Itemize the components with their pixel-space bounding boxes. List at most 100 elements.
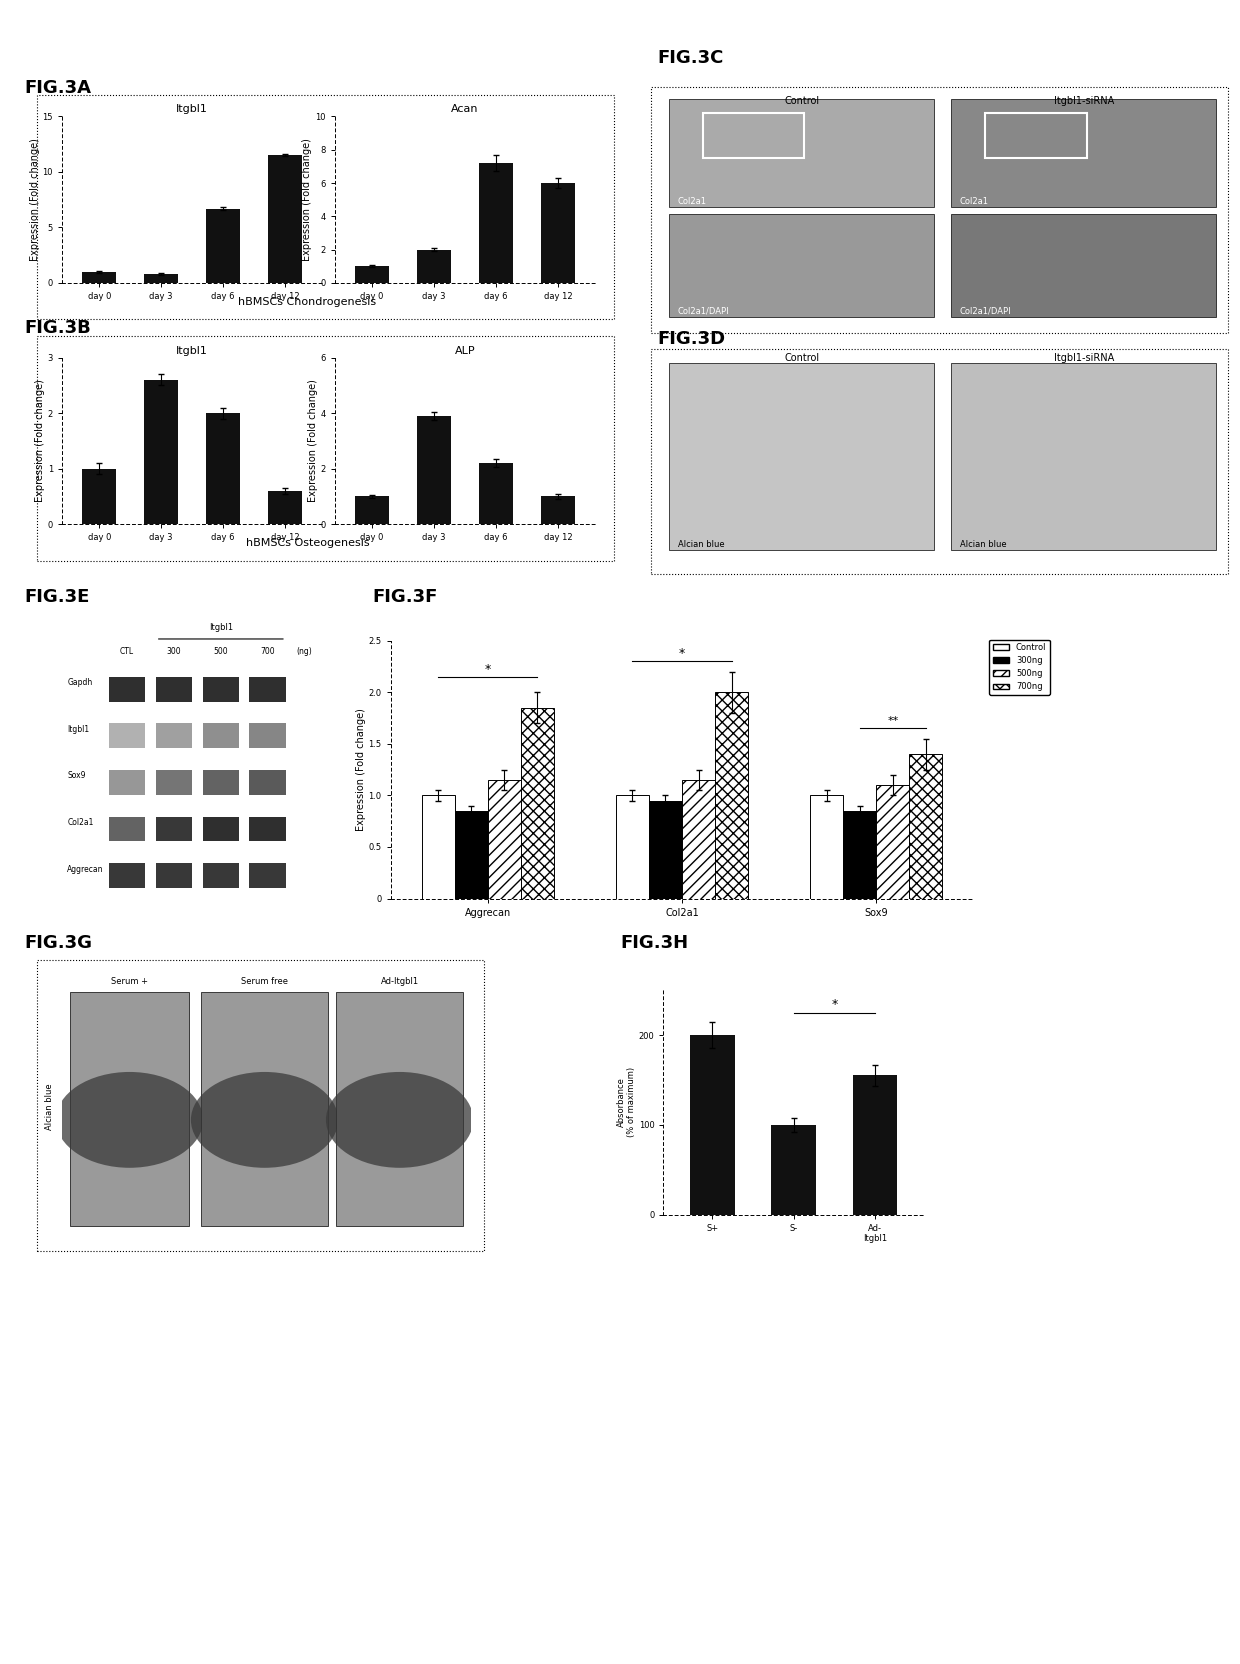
Text: *: * [678, 647, 686, 661]
Bar [479, 163, 513, 283]
Bar [843, 810, 877, 899]
Bar [109, 770, 145, 795]
Text: Aggrecan: Aggrecan [67, 865, 104, 874]
Bar [71, 992, 188, 1226]
Text: Col2a1: Col2a1 [960, 196, 988, 206]
Text: FIG.3G: FIG.3G [25, 935, 93, 952]
Bar [951, 215, 1216, 318]
Bar [249, 677, 286, 702]
Circle shape [191, 1072, 339, 1168]
Bar [689, 1035, 734, 1215]
Bar [249, 724, 286, 749]
Text: Col2a1/DAPI: Col2a1/DAPI [677, 306, 729, 316]
Bar [156, 677, 192, 702]
Bar [877, 785, 909, 899]
Bar [951, 100, 1216, 206]
Bar [479, 463, 513, 524]
Bar [649, 800, 682, 899]
Text: CTL: CTL [120, 647, 134, 656]
Bar [487, 780, 521, 899]
Text: Control: Control [784, 97, 820, 106]
Y-axis label: Expression (Fold change): Expression (Fold change) [30, 138, 40, 261]
Text: FIG.3B: FIG.3B [25, 319, 92, 336]
Text: Sox9: Sox9 [67, 772, 86, 780]
Bar [336, 992, 463, 1226]
Bar [109, 817, 145, 842]
Bar [541, 496, 575, 524]
Bar [682, 780, 715, 899]
Bar [202, 677, 239, 702]
Bar [853, 1075, 898, 1215]
Text: *: * [485, 662, 491, 676]
Y-axis label: Expression (Fold change): Expression (Fold change) [308, 379, 317, 503]
Text: (ng): (ng) [296, 647, 312, 656]
Bar [202, 864, 239, 889]
Text: Alcian blue: Alcian blue [677, 541, 724, 549]
Text: **: ** [887, 716, 899, 726]
Y-axis label: Absorbance
(% of maximum): Absorbance (% of maximum) [616, 1067, 636, 1138]
Bar [82, 469, 117, 524]
Bar [202, 817, 239, 842]
Bar [670, 215, 934, 318]
Bar [206, 413, 241, 524]
Text: Ad-Itgbl1: Ad-Itgbl1 [381, 977, 419, 987]
Bar [771, 1125, 816, 1215]
Bar [268, 155, 303, 283]
Bar [417, 250, 451, 283]
Bar [670, 363, 934, 551]
Bar [670, 100, 934, 206]
Text: 300: 300 [166, 647, 181, 656]
Legend: Control, 300ng, 500ng, 700ng: Control, 300ng, 500ng, 700ng [990, 639, 1050, 696]
Text: Alcian blue: Alcian blue [45, 1083, 55, 1130]
Title: ALP: ALP [455, 346, 475, 356]
Text: Serum free: Serum free [241, 977, 288, 987]
Text: FIG.3C: FIG.3C [657, 50, 724, 67]
Text: Serum +: Serum + [112, 977, 148, 987]
Text: Col2a1: Col2a1 [677, 196, 707, 206]
Text: Col2a1: Col2a1 [67, 819, 93, 827]
Bar [268, 491, 303, 524]
Y-axis label: Expression (Fold change): Expression (Fold change) [303, 138, 312, 261]
Y-axis label: Expression (Fold change): Expression (Fold change) [35, 379, 45, 503]
Text: Col2a1/DAPI: Col2a1/DAPI [960, 306, 1012, 316]
Bar [156, 864, 192, 889]
Title: Acan: Acan [451, 105, 479, 115]
Text: hBMSCs Osteogenesis: hBMSCs Osteogenesis [246, 537, 370, 547]
Bar [417, 416, 451, 524]
Text: *: * [831, 998, 837, 1012]
Bar [909, 754, 942, 899]
Text: 500: 500 [213, 647, 228, 656]
Text: Control: Control [784, 353, 820, 363]
Bar [355, 266, 389, 283]
Bar [422, 795, 455, 899]
Bar [521, 707, 554, 899]
Text: Gapdh: Gapdh [67, 679, 93, 687]
Bar [985, 113, 1086, 158]
Text: hBMSCs Chondrogenesis: hBMSCs Chondrogenesis [238, 296, 377, 306]
Circle shape [326, 1072, 474, 1168]
Circle shape [56, 1072, 203, 1168]
Text: Itgbl1: Itgbl1 [208, 624, 233, 632]
Bar [455, 810, 487, 899]
Bar [703, 113, 805, 158]
Bar [355, 496, 389, 524]
Text: FIG.3H: FIG.3H [620, 935, 688, 952]
Text: Itgbl1: Itgbl1 [67, 726, 89, 734]
Bar [810, 795, 843, 899]
Bar [202, 724, 239, 749]
Y-axis label: Expression (Fold change): Expression (Fold change) [356, 709, 366, 830]
Bar [541, 183, 575, 283]
Text: Itgbl1-siRNA: Itgbl1-siRNA [1054, 97, 1114, 106]
Bar [144, 275, 179, 283]
Bar [249, 864, 286, 889]
Text: FIG.3F: FIG.3F [372, 589, 438, 606]
Text: FIG.3A: FIG.3A [25, 80, 92, 97]
Text: FIG.3E: FIG.3E [25, 589, 91, 606]
Bar [109, 677, 145, 702]
Title: Itgbl1: Itgbl1 [176, 105, 208, 115]
Bar [144, 379, 179, 524]
Bar [156, 770, 192, 795]
Text: 700: 700 [260, 647, 275, 656]
Bar [202, 770, 239, 795]
Title: Itgbl1: Itgbl1 [176, 346, 208, 356]
